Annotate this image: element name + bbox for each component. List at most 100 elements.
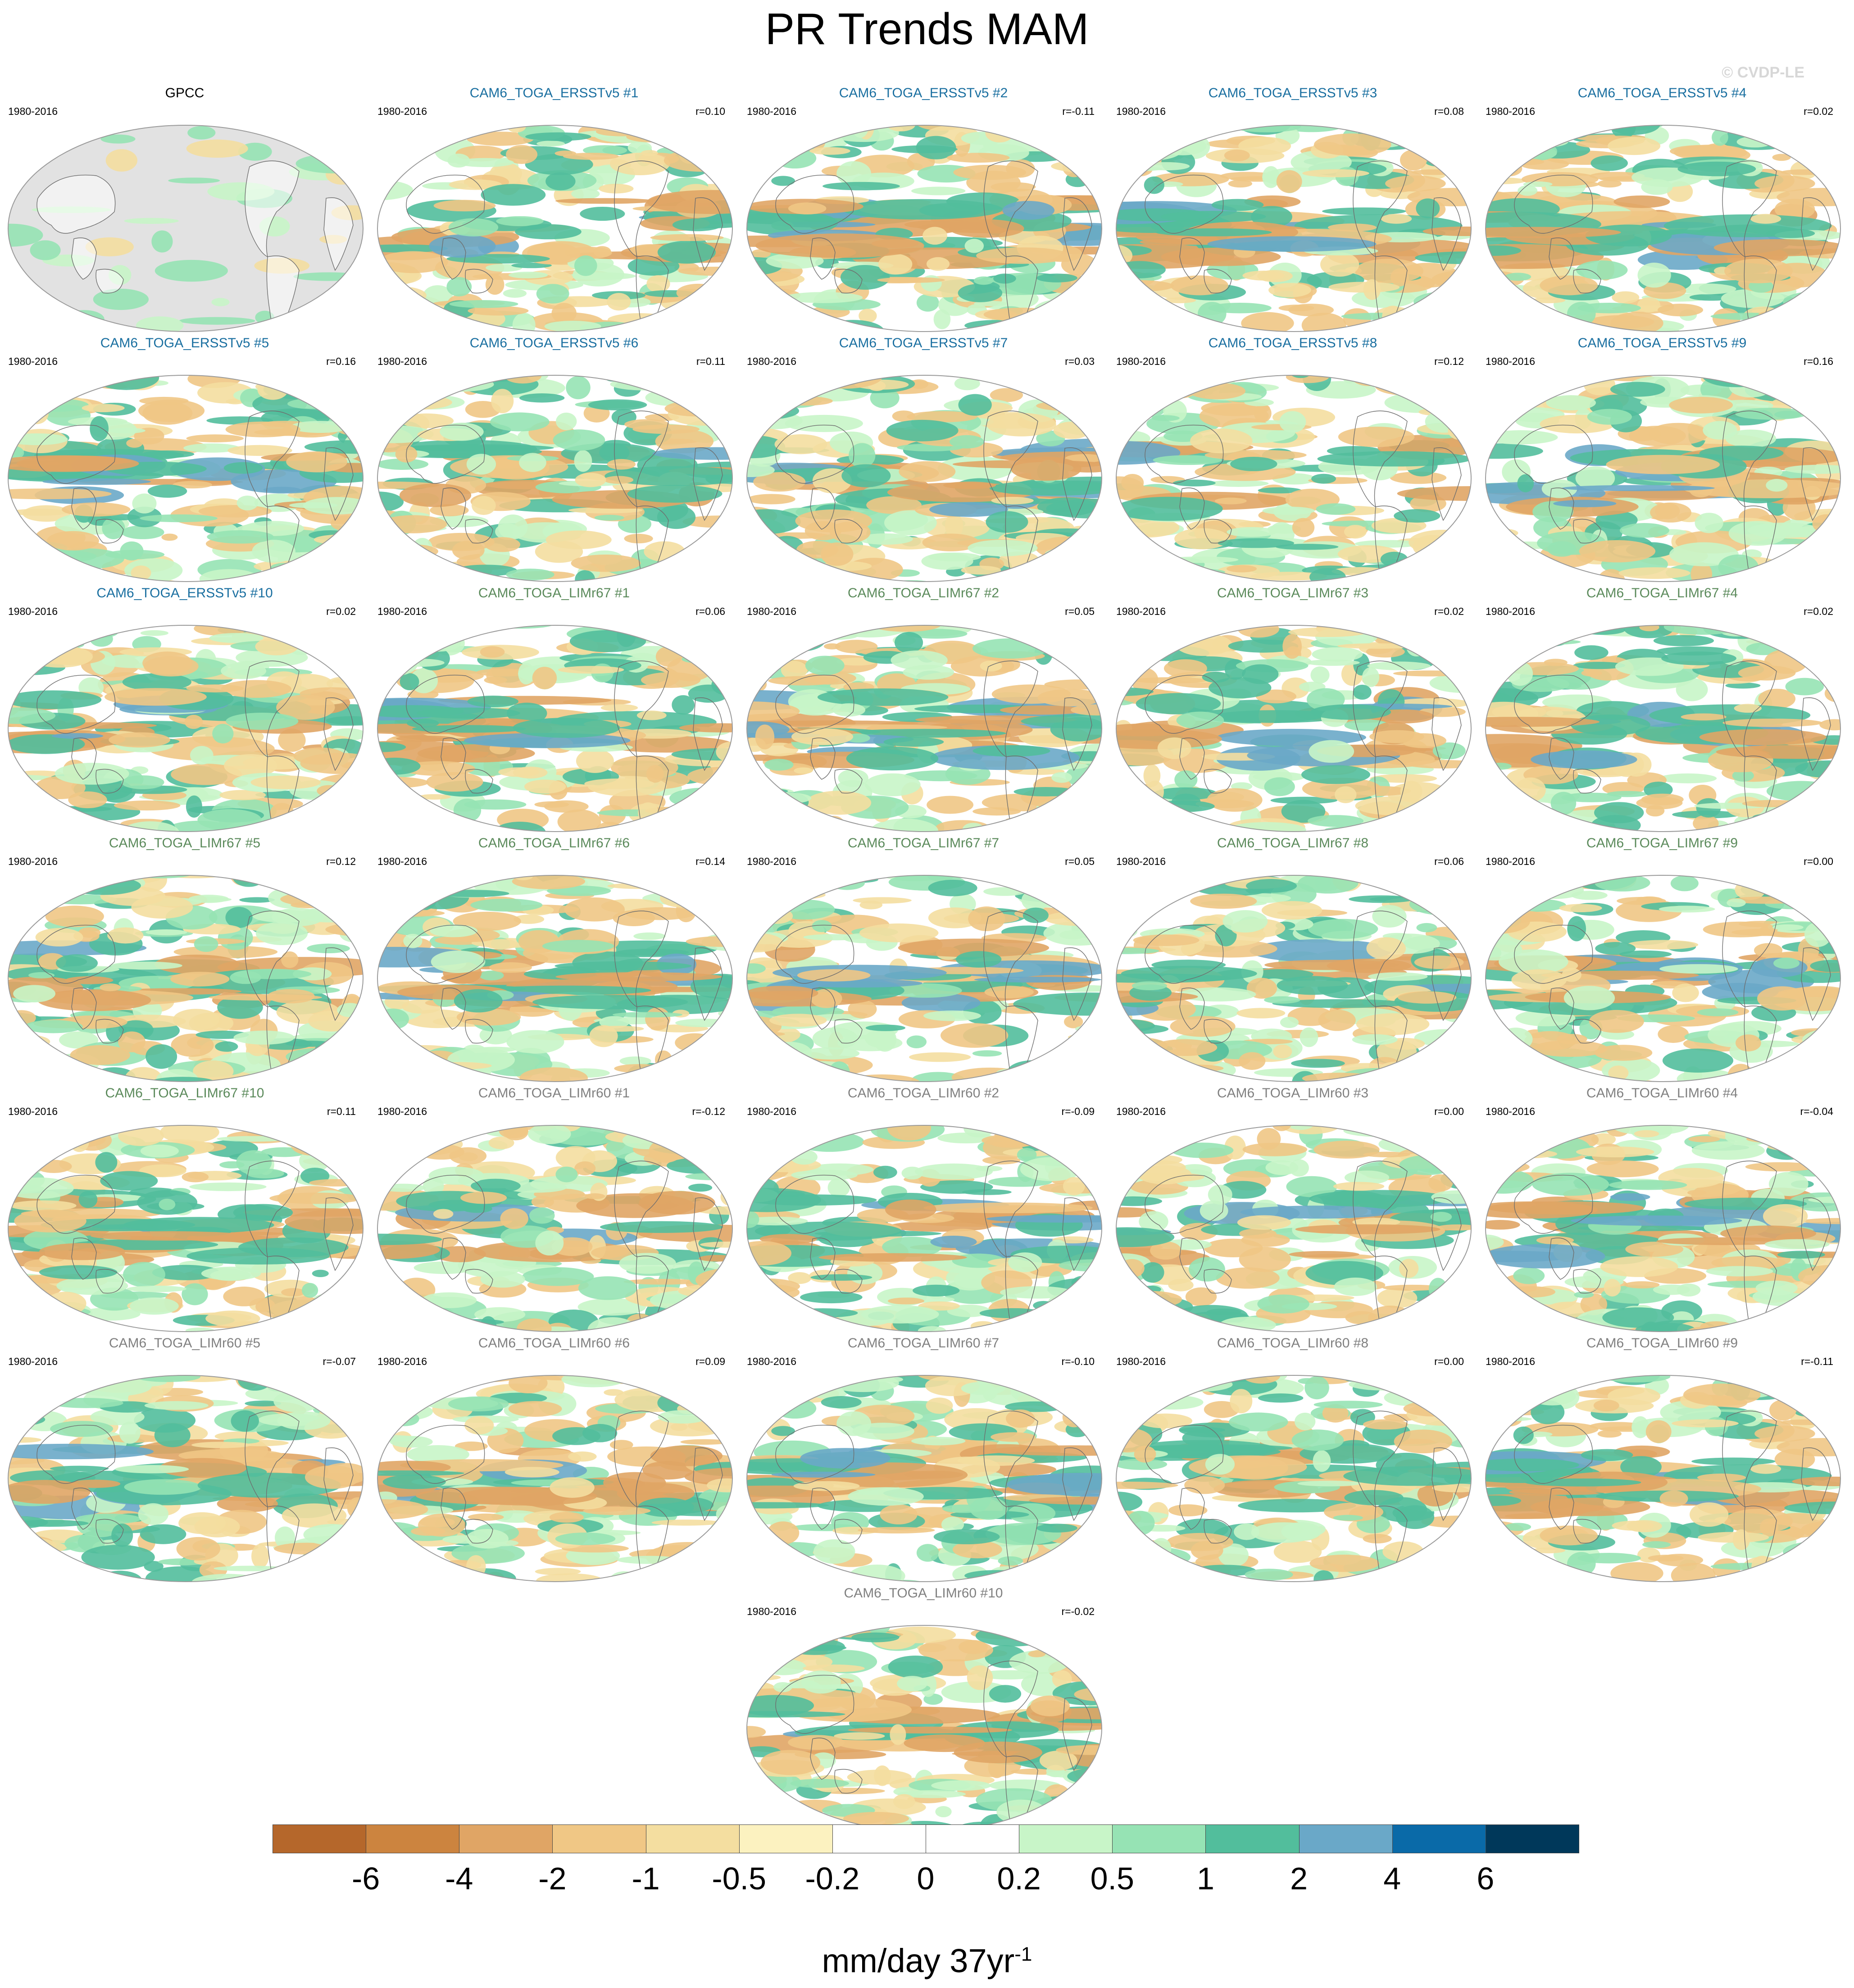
precip-trend-patch — [1437, 317, 1454, 329]
precip-trend-patch — [518, 663, 535, 685]
precip-trend-patch — [269, 1192, 363, 1204]
precip-trend-patch — [1288, 627, 1367, 637]
precip-trend-patch — [1228, 180, 1253, 188]
precip-trend-patch — [747, 820, 761, 827]
precip-trend-patch — [655, 820, 682, 828]
precip-trend-patch — [277, 378, 340, 391]
map-border — [8, 1125, 364, 1332]
precip-trend-patch — [1587, 409, 1632, 425]
coastline — [1549, 737, 1574, 780]
precip-trend-patch — [31, 134, 54, 144]
panel-title: CAM6_TOGA_ERSSTv5 #7 — [839, 336, 1008, 350]
precip-trend-patch — [1127, 631, 1175, 645]
coastline — [775, 924, 854, 984]
precip-trend-patch — [289, 1308, 349, 1332]
precip-trend-patch — [257, 379, 288, 400]
precip-trend-patch — [983, 1125, 1058, 1134]
precip-trend-patch — [1128, 402, 1165, 418]
precip-trend-patch — [468, 306, 529, 316]
map-panel: CAM6_TOGA_ERSSTv5 #2 1980-2016 r=-0.11 — [739, 86, 1108, 336]
panel-period: 1980-2016 — [377, 605, 427, 617]
precip-trend-patch — [1207, 788, 1263, 812]
precip-trend-patch — [1242, 664, 1279, 684]
precip-trend-patch — [1576, 1146, 1654, 1158]
precip-trend-patch — [377, 1077, 405, 1082]
precip-trend-patch — [255, 922, 308, 945]
panel-title: CAM6_TOGA_LIMr67 #2 — [847, 586, 1000, 600]
precip-trend-patch — [1486, 397, 1518, 417]
precip-trend-patch — [1806, 317, 1823, 329]
precip-trend-patch — [1607, 125, 1660, 135]
coastline — [834, 769, 863, 794]
precip-trend-patch — [243, 755, 311, 770]
precip-trend-patch — [782, 381, 804, 391]
precip-trend-patch — [901, 1166, 923, 1180]
precip-trend-patch — [1009, 875, 1060, 884]
map-border — [746, 375, 1102, 582]
precip-trend-patch — [41, 817, 100, 832]
precip-trend-patch — [1571, 891, 1608, 900]
precip-trend-patch — [1116, 375, 1169, 379]
precip-trend-patch — [386, 309, 435, 318]
precip-trend-patch — [976, 247, 1070, 264]
precip-trend-patch — [747, 551, 779, 570]
coastline — [323, 1197, 354, 1271]
precip-trend-patch — [8, 126, 54, 146]
precip-trend-patch — [227, 445, 292, 456]
map-panel: CAM6_TOGA_LIMr60 #4 1980-2016 r=-0.04 — [1477, 1086, 1847, 1336]
precip-trend-patch — [1300, 1027, 1318, 1047]
precip-trend-patch — [707, 398, 732, 423]
precip-trend-patch — [242, 1125, 268, 1131]
coastline — [1353, 160, 1408, 258]
precip-trend-patch — [139, 1164, 186, 1178]
precip-trend-patch — [1116, 147, 1153, 168]
precip-trend-patch — [664, 315, 723, 328]
map-border — [746, 125, 1102, 332]
precip-trend-patch — [1486, 1137, 1521, 1150]
precip-trend-patch — [870, 625, 942, 632]
precip-trend-patch — [296, 1315, 359, 1328]
precip-trend-patch — [1310, 704, 1391, 720]
precip-trend-patch — [1728, 823, 1771, 832]
precip-trend-patch — [974, 977, 1102, 983]
robinson-map — [377, 875, 733, 1082]
precip-trend-patch — [1067, 1299, 1102, 1323]
precip-trend-patch — [747, 1159, 788, 1166]
coastline — [1801, 697, 1831, 771]
precip-trend-patch — [114, 800, 181, 811]
precip-trend-patch — [1066, 1142, 1086, 1149]
map-panel: CAM6_TOGA_ERSSTv5 #1 1980-2016 r=0.10 — [369, 86, 739, 336]
precip-trend-patch — [61, 572, 88, 582]
precip-trend-patch — [1699, 729, 1827, 746]
coastline — [834, 1269, 863, 1294]
coastline — [614, 1160, 669, 1258]
precip-trend-patch — [395, 1303, 440, 1320]
precip-trend-patch — [747, 819, 775, 830]
map-border — [377, 625, 733, 832]
precip-trend-patch — [1282, 634, 1302, 659]
precip-trend-patch — [1122, 138, 1183, 161]
map-border — [8, 375, 364, 582]
precip-trend-patch — [1406, 1057, 1457, 1073]
coastline — [693, 1197, 723, 1271]
precip-trend-patch — [713, 1156, 730, 1181]
precip-trend-patch — [326, 1125, 363, 1137]
precip-trend-patch — [1767, 1143, 1823, 1151]
precip-trend-patch — [445, 322, 476, 332]
precip-trend-patch — [771, 628, 826, 652]
precip-trend-patch — [688, 684, 729, 703]
precip-trend-patch — [918, 1326, 946, 1332]
precip-trend-patch — [1740, 1125, 1818, 1137]
precip-trend-patch — [645, 1007, 671, 1031]
precip-trend-patch — [336, 1383, 363, 1392]
precip-trend-patch — [1033, 887, 1071, 900]
precip-trend-patch — [1777, 819, 1810, 832]
precip-trend-patch — [1385, 175, 1446, 192]
precip-trend-patch — [1136, 693, 1221, 714]
precip-trend-patch — [991, 496, 1034, 505]
precip-trend-patch — [447, 154, 470, 168]
precip-trend-patch — [993, 273, 1016, 284]
precip-trend-patch — [233, 1030, 295, 1045]
precip-trend-patch — [77, 126, 132, 134]
precip-trend-patch — [1220, 172, 1276, 180]
